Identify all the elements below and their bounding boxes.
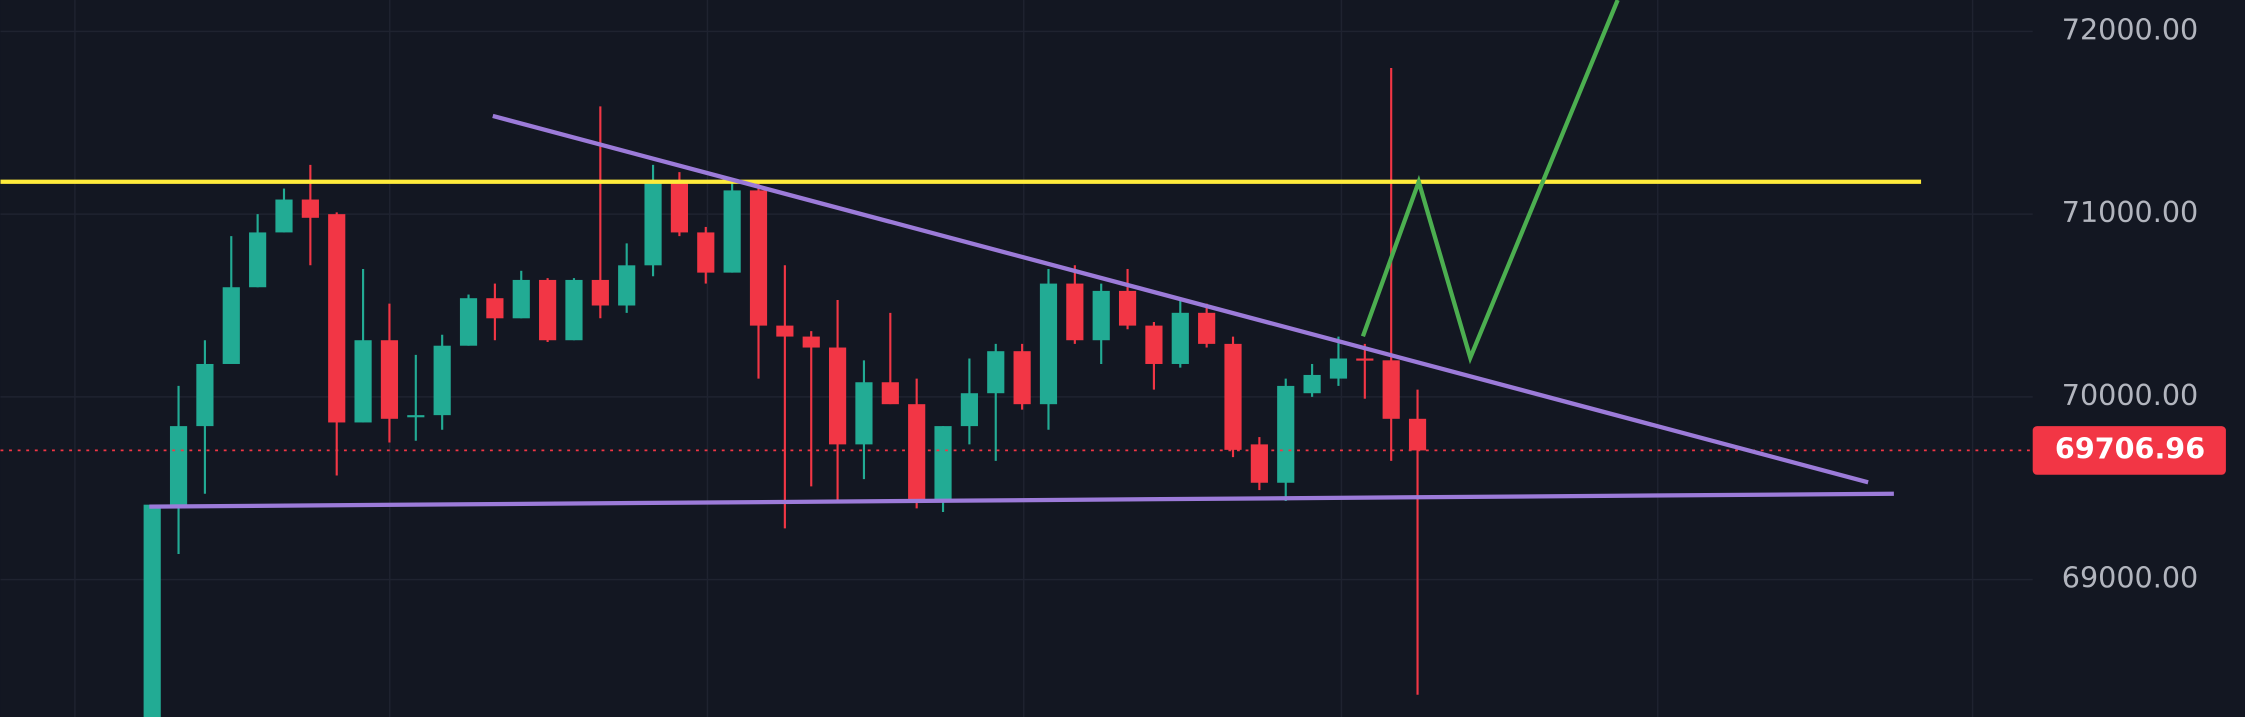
- candle-body: [670, 183, 689, 233]
- candle-body: [1224, 343, 1242, 450]
- candle-body: [1092, 290, 1110, 341]
- lower-trendline: [149, 491, 1894, 509]
- candle-body: [196, 363, 214, 427]
- candle-body: [987, 351, 1005, 394]
- candle-body: [1277, 385, 1295, 483]
- candles: [0, 67, 2033, 717]
- upper-trendline: [492, 113, 1869, 485]
- candle-body: [143, 504, 161, 717]
- candle-body: [249, 232, 267, 288]
- candle-body: [486, 298, 504, 319]
- candle-body: [222, 287, 240, 364]
- candle-body: [565, 279, 583, 341]
- y-tick-label: 69000.00: [2062, 561, 2199, 595]
- candle-body: [380, 340, 399, 419]
- y-tick-label: 72000.00: [2062, 12, 2199, 46]
- candle-body: [749, 190, 768, 326]
- candle-body: [881, 382, 899, 405]
- candle-body: [301, 199, 319, 218]
- last-price-label: 69706.96: [2055, 431, 2205, 465]
- candle-body: [829, 347, 847, 445]
- candle-body: [644, 183, 662, 266]
- candle-body: [1382, 360, 1400, 419]
- candle-body: [618, 265, 636, 306]
- projection-path: [1360, 0, 1620, 365]
- candle-body: [1250, 444, 1268, 483]
- candle-body: [1356, 358, 1374, 361]
- candle-body: [776, 325, 794, 337]
- candle-body: [1118, 290, 1137, 326]
- y-tick-label: 71000.00: [2062, 195, 2199, 229]
- candle-body: [723, 190, 741, 273]
- candle-body: [459, 298, 478, 346]
- candle-body: [1066, 283, 1084, 341]
- candle-body: [1013, 351, 1031, 405]
- candle-body: [697, 232, 715, 273]
- candle-body: [407, 415, 425, 418]
- candle-body: [960, 393, 978, 427]
- candle-body: [512, 279, 530, 319]
- candle-body: [1408, 418, 1427, 451]
- candle-body: [1303, 374, 1321, 394]
- candle-body: [539, 279, 557, 341]
- candle-body: [433, 345, 451, 416]
- candle-body: [169, 426, 188, 505]
- candle-body: [354, 340, 372, 423]
- candle-body: [1171, 312, 1189, 364]
- drawings: [0, 0, 1922, 509]
- candle-body: [328, 214, 346, 423]
- candle-body: [275, 199, 293, 233]
- price-axis: 69000.00 70000.00 71000.00 72000.00 69706.96: [2032, 12, 2226, 595]
- y-tick-label: 70000.00: [2062, 378, 2199, 412]
- candle-body: [1329, 358, 1348, 379]
- candle-body: [591, 279, 609, 306]
- last-price-box: [2032, 426, 2226, 475]
- candle-body: [934, 426, 952, 502]
- candle-body: [908, 404, 926, 502]
- candle-body: [802, 336, 820, 348]
- candle-body: [1198, 312, 1216, 344]
- candle-body: [855, 382, 873, 445]
- candle-body: [1145, 325, 1163, 364]
- candle-body: [1039, 283, 1058, 405]
